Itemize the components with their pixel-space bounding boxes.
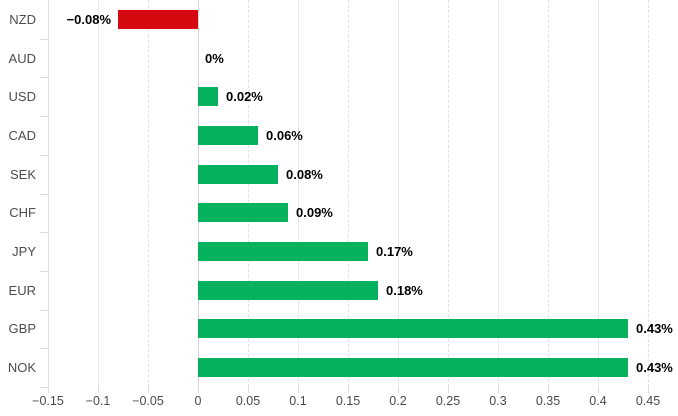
y-axis-tick xyxy=(40,231,48,233)
x-axis-tick xyxy=(347,387,349,393)
x-axis-tick-label: 0.1 xyxy=(289,394,307,408)
category-label: JPY xyxy=(12,244,36,260)
x-axis-tick-label: 0 xyxy=(194,394,202,408)
gridline xyxy=(347,0,349,387)
positive-bar xyxy=(198,280,378,300)
x-axis-tick-label: 0.15 xyxy=(335,394,361,408)
gridline xyxy=(447,0,449,387)
x-axis-tick-label: 0.35 xyxy=(535,394,561,408)
value-label: 0.09% xyxy=(296,205,333,221)
positive-bar xyxy=(198,87,218,107)
y-axis-tick xyxy=(40,38,48,40)
x-axis-tick xyxy=(197,387,199,393)
category-label: EUR xyxy=(8,282,36,298)
x-axis-tick xyxy=(147,387,149,393)
gridline xyxy=(547,0,549,387)
gridline xyxy=(97,0,99,387)
gridline xyxy=(247,0,249,387)
gridline xyxy=(197,0,199,387)
x-axis-tick-label: −0.15 xyxy=(32,394,64,408)
value-label: 0.06% xyxy=(266,127,303,143)
x-axis-tick-label: 0.25 xyxy=(435,394,461,408)
y-axis-tick xyxy=(40,309,48,311)
value-label: 0.18% xyxy=(386,282,423,298)
value-label: 0.43% xyxy=(636,360,673,376)
positive-bar xyxy=(198,242,368,262)
category-label: USD xyxy=(8,89,36,105)
x-axis-tick xyxy=(97,387,99,393)
category-label: SEK xyxy=(9,166,36,182)
positive-bar xyxy=(198,358,628,378)
category-label: GBP xyxy=(8,321,36,337)
x-axis-tick xyxy=(247,387,249,393)
x-axis-tick-label: 0.2 xyxy=(389,394,407,408)
category-label: CHF xyxy=(9,205,36,221)
x-axis-tick xyxy=(597,387,599,393)
x-axis-tick-label: −0.05 xyxy=(132,394,164,408)
x-axis-tick xyxy=(547,387,549,393)
gridline xyxy=(597,0,599,387)
y-axis-tick xyxy=(40,386,48,388)
category-label: NZD xyxy=(9,11,36,27)
gridline xyxy=(647,0,649,387)
positive-bar xyxy=(198,125,258,145)
value-label: 0.08% xyxy=(286,166,323,182)
category-label: AUD xyxy=(8,50,36,66)
x-axis-tick xyxy=(497,387,499,393)
gridline xyxy=(497,0,499,387)
value-label: 0% xyxy=(205,50,224,66)
y-axis-tick xyxy=(40,154,48,156)
x-axis-tick-label: 0.3 xyxy=(489,394,507,408)
y-axis-tick xyxy=(40,270,48,272)
positive-bar xyxy=(198,164,278,184)
x-axis-tick xyxy=(447,387,449,393)
x-axis-tick-label: 0.45 xyxy=(635,394,661,408)
y-axis-tick xyxy=(40,347,48,349)
x-axis-tick xyxy=(397,387,399,393)
positive-bar xyxy=(198,319,628,339)
y-axis-tick xyxy=(40,115,48,117)
category-label: CAD xyxy=(8,127,36,143)
value-label: 0.17% xyxy=(376,244,413,260)
value-label: −0.08% xyxy=(66,11,111,27)
category-label: NOK xyxy=(7,360,36,376)
value-label: 0.43% xyxy=(636,321,673,337)
negative-bar xyxy=(118,9,198,29)
gridline xyxy=(397,0,399,387)
positive-bar xyxy=(198,203,288,223)
x-axis-tick-label: −0.1 xyxy=(85,394,111,408)
gridline xyxy=(47,0,49,387)
y-axis-tick xyxy=(40,193,48,195)
x-axis-tick-label: 0.05 xyxy=(235,394,261,408)
x-axis-tick xyxy=(297,387,299,393)
x-axis-tick xyxy=(47,387,49,393)
x-axis-tick-label: 0.4 xyxy=(589,394,607,408)
gridline xyxy=(147,0,149,387)
value-label: 0.02% xyxy=(226,89,263,105)
x-axis-tick xyxy=(647,387,649,393)
y-axis-tick xyxy=(40,76,48,78)
gridline xyxy=(297,0,299,387)
